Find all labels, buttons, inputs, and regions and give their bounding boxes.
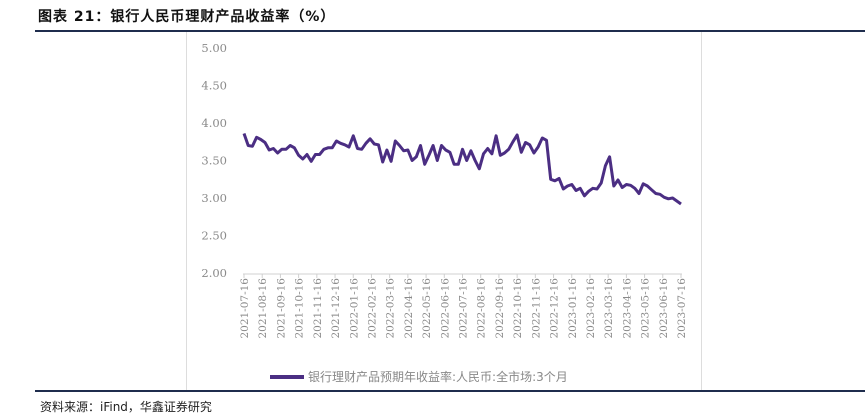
x-tick-label: 2021-08-16	[257, 278, 269, 339]
x-tick-label: 2022-11-16	[530, 278, 542, 339]
source-note: 资料来源：iFind，华鑫证券研究	[40, 400, 212, 414]
x-tick-label: 2022-06-16	[439, 278, 451, 339]
chart-title: 图表 21：银行人民币理财产品收益率（%）	[38, 9, 336, 25]
x-tick-label: 2022-08-16	[476, 278, 488, 339]
legend-swatch	[270, 374, 304, 379]
x-tick-label: 2022-03-16	[385, 278, 397, 339]
x-tick-label: 2022-01-16	[348, 278, 360, 339]
x-tick-label: 2023-02-16	[585, 278, 597, 339]
x-tick-label: 2022-09-16	[494, 278, 506, 339]
legend: 银行理财产品预期年收益率:人民币:全市场:3个月	[270, 368, 568, 385]
x-tick-label: 2023-04-16	[621, 278, 633, 339]
series-line	[242, 133, 682, 206]
y-tick-label: 2.00	[201, 266, 227, 280]
x-tick-label: 2021-12-16	[330, 278, 342, 339]
x-tick-label: 2022-07-16	[458, 278, 470, 339]
y-tick-label: 5.00	[201, 41, 227, 55]
y-tick-label: 3.50	[201, 154, 227, 168]
y-tick-label: 4.50	[201, 79, 227, 93]
x-tick-label: 2023-07-16	[676, 278, 688, 339]
x-tick-label: 2021-10-16	[294, 278, 306, 339]
x-tick-label: 2021-07-16	[239, 278, 251, 339]
x-tick-label: 2021-11-16	[312, 278, 324, 339]
x-tick-label: 2023-06-16	[658, 278, 670, 339]
footer-rule	[35, 390, 865, 392]
header-rule	[35, 30, 865, 32]
x-tick-label: 2022-04-16	[403, 278, 415, 339]
y-tick-label: 3.00	[201, 191, 227, 205]
chart-frame	[186, 32, 702, 390]
x-tick-label: 2022-05-16	[421, 278, 433, 339]
x-tick-label: 2022-12-16	[549, 278, 561, 339]
x-tick-label: 2023-05-16	[640, 278, 652, 339]
x-tick-label: 2022-10-16	[512, 278, 524, 339]
y-tick-label: 2.50	[201, 229, 227, 243]
x-tick-label: 2021-09-16	[275, 278, 287, 339]
x-tick-label: 2023-01-16	[567, 278, 579, 339]
legend-label: 银行理财产品预期年收益率:人民币:全市场:3个月	[308, 370, 568, 384]
y-tick-label: 4.00	[201, 116, 227, 130]
x-tick-label: 2023-03-16	[603, 278, 615, 339]
x-tick-label: 2022-02-16	[366, 278, 378, 339]
